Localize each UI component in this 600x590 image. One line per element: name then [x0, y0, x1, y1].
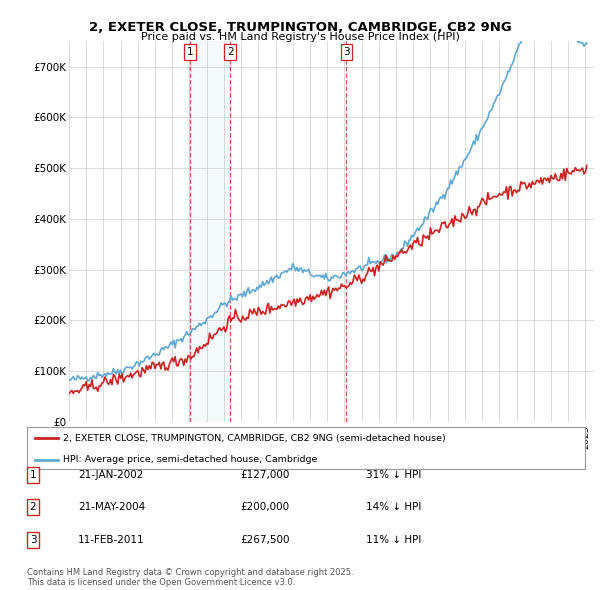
Text: 11% ↓ HPI: 11% ↓ HPI [366, 535, 421, 545]
Text: 31% ↓ HPI: 31% ↓ HPI [366, 470, 421, 480]
Text: 2: 2 [227, 47, 233, 57]
Text: HPI: Average price, semi-detached house, Cambridge: HPI: Average price, semi-detached house,… [63, 455, 317, 464]
Text: 1: 1 [29, 470, 37, 480]
Text: 21-MAY-2004: 21-MAY-2004 [78, 503, 145, 512]
Text: 1: 1 [187, 47, 193, 57]
Text: 14% ↓ HPI: 14% ↓ HPI [366, 503, 421, 512]
Text: £200,000: £200,000 [240, 503, 289, 512]
Text: 2, EXETER CLOSE, TRUMPINGTON, CAMBRIDGE, CB2 9NG (semi-detached house): 2, EXETER CLOSE, TRUMPINGTON, CAMBRIDGE,… [63, 434, 446, 443]
Text: £127,000: £127,000 [240, 470, 289, 480]
Text: 11-FEB-2011: 11-FEB-2011 [78, 535, 145, 545]
Text: Price paid vs. HM Land Registry's House Price Index (HPI): Price paid vs. HM Land Registry's House … [140, 32, 460, 42]
Text: 3: 3 [29, 535, 37, 545]
Bar [190, 41, 230, 422]
Text: Contains HM Land Registry data © Crown copyright and database right 2025.
This d: Contains HM Land Registry data © Crown c… [27, 568, 353, 587]
Text: 3: 3 [343, 47, 350, 57]
Text: £267,500: £267,500 [240, 535, 290, 545]
Text: 21-JAN-2002: 21-JAN-2002 [78, 470, 143, 480]
Text: 2: 2 [29, 503, 37, 512]
Text: 2, EXETER CLOSE, TRUMPINGTON, CAMBRIDGE, CB2 9NG: 2, EXETER CLOSE, TRUMPINGTON, CAMBRIDGE,… [89, 21, 511, 34]
